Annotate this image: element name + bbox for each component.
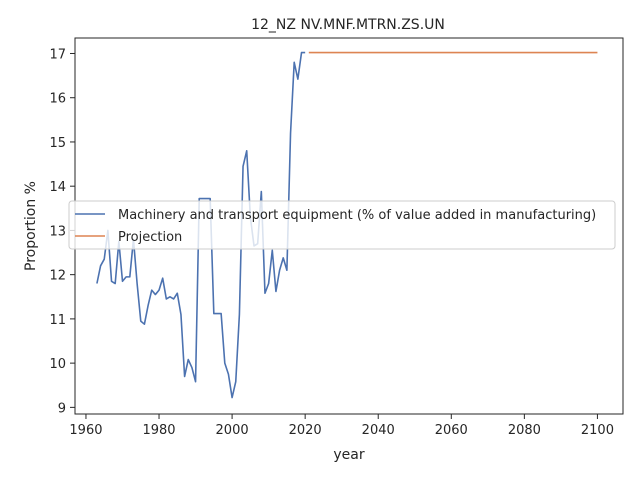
- legend: Machinery and transport equipment (% of …: [68, 200, 616, 250]
- y-tick-label: 10: [49, 357, 66, 372]
- x-tick-label: 1960: [69, 423, 102, 438]
- x-tick-label: 1980: [142, 423, 175, 438]
- y-tick-label: 14: [49, 180, 66, 195]
- y-axis: 9 10 11 12 13 14 15 16 17: [49, 47, 75, 416]
- y-tick-label: 15: [49, 136, 66, 151]
- y-tick-label: 11: [49, 313, 66, 328]
- y-tick-label: 13: [49, 224, 66, 239]
- series-lines: [96, 51, 598, 399]
- x-tick-label: 2000: [216, 423, 249, 438]
- y-tick-label: 17: [49, 47, 66, 62]
- x-tick-label: 2040: [362, 423, 395, 438]
- y-tick-label: 16: [49, 92, 66, 107]
- x-tick-label: 2080: [508, 423, 541, 438]
- x-tick-label: 2020: [289, 423, 322, 438]
- series-line-0: [96, 51, 306, 399]
- x-tick-label: 2060: [435, 423, 468, 438]
- legend-box: [68, 200, 616, 250]
- x-axis-label: year: [333, 447, 364, 463]
- y-tick-label: 9: [58, 401, 66, 416]
- chart-title: 12_NZ NV.MNF.MTRN.ZS.UN: [251, 17, 445, 33]
- x-tick-label: 2100: [581, 423, 614, 438]
- legend-label-1: Projection: [118, 230, 182, 245]
- x-axis: 1960 1980 2000 2020 2040 2060 2080 2100: [69, 414, 614, 438]
- y-tick-label: 12: [49, 269, 66, 284]
- y-axis-label: Proportion %: [23, 181, 39, 271]
- legend-label-0: Machinery and transport equipment (% of …: [118, 208, 596, 223]
